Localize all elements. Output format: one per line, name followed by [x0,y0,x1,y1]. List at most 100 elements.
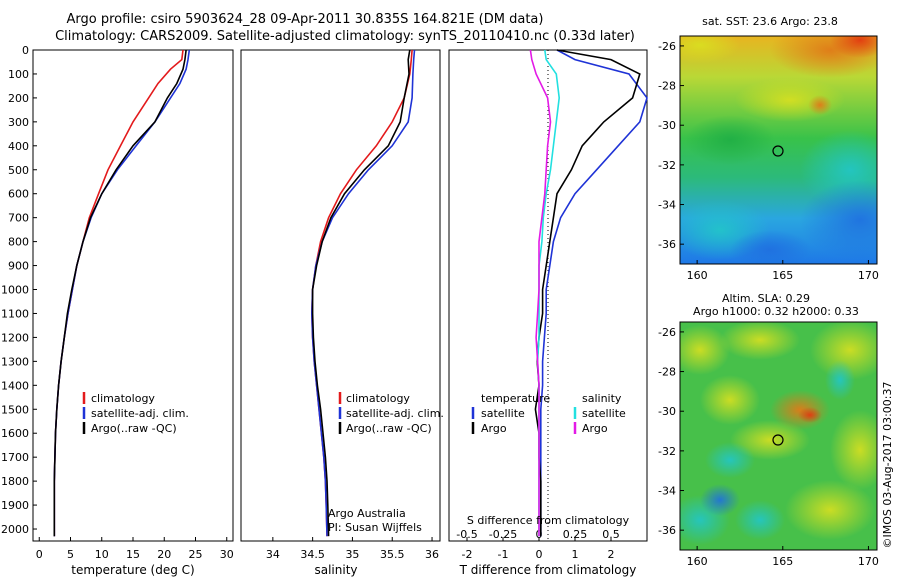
legend-label-climatology: climatology [91,392,155,405]
lat-tick-label: -28 [658,80,676,93]
salinity-axes-frame [240,49,441,542]
depth-tick-label: 1100 [1,307,29,320]
series-line-temperature-satellite [539,49,648,537]
depth-tick-label: 1300 [1,355,29,368]
legend-label-argo: Argo(..raw -QC) [346,422,432,435]
legend-label-satellite: satellite-adj. clim. [346,407,444,420]
lat-tick-label: -36 [658,524,676,537]
sla-map-subtitle: Argo h1000: 0.32 h2000: 0.33 [693,305,859,318]
series-line-salinity-argo [529,49,552,537]
difference-axes-frame [448,49,648,542]
depth-tick-label: 1200 [1,331,29,344]
lat-tick-label: -30 [658,119,676,132]
depth-tick-label: 1000 [1,284,29,297]
lon-tick-label: 160 [687,555,708,568]
sla-map-axes: 160 165 170 -26 -28 -30 -32 -34 -36 [658,326,879,568]
lat-tick-label: -34 [658,485,676,498]
temperature-panel: 0100200300400500600700800900100011001200… [1,44,234,577]
lat-tick-label: -36 [658,238,676,251]
depth-tick-label: 300 [8,116,29,129]
salinity-axis: 34 34.5 35 35.5 36 [266,537,439,561]
depth-tick-label: 1400 [1,379,29,392]
x-tick-label: -1 [498,548,509,561]
depth-tick-label: 100 [8,68,29,81]
depth-tick-label: 1900 [1,499,29,512]
annotation-pi: PI: Susan Wijffels [328,521,422,534]
x-tick-label: 15 [126,548,140,561]
depth-tick-label: 800 [8,236,29,249]
lon-tick-label: 160 [687,269,708,282]
t-difference-xlabel: T difference from climatology [459,563,637,577]
x-tick-label: 5 [67,548,74,561]
difference-series [529,49,648,537]
lat-tick-label: -26 [658,40,676,53]
lat-tick-label: -28 [658,366,676,379]
salinity-xlabel: salinity [314,563,357,577]
depth-tick-label: 1800 [1,475,29,488]
lon-tick-label: 170 [858,555,879,568]
legend-header-salinity: salinity [582,392,622,405]
difference-panel: -2 -1 0 1 2 -0.5 -0.25 0 0.25 0.5 T difference f… [448,49,648,577]
lon-tick-label: 170 [858,269,879,282]
depth-axis: 0 100 200 300 400 500 600 700 800 900 1000 1100 1200… [1,44,37,536]
lat-tick-label: -32 [658,445,676,458]
series-line-temperature-argo [534,49,641,537]
x-tick-label: 0 [36,548,43,561]
s-diff-tick-label: -0.25 [489,528,517,541]
annotation-argo-australia: Argo Australia [328,507,406,520]
x-tick-label: 1 [572,548,579,561]
sla-map-frame [679,321,878,551]
x-tick-label: 34 [266,548,280,561]
temperature-xlabel: temperature (deg C) [71,563,194,577]
depth-tick-label: 1600 [1,427,29,440]
depth-tick-label: 700 [8,212,29,225]
legend-label-t-satellite: satellite [481,407,525,420]
depth-tick-label: 1700 [1,451,29,464]
x-tick-label: 35.5 [380,548,405,561]
sst-heatmap [680,36,877,264]
x-tick-label: 0 [536,548,543,561]
sst-map-title: sat. SST: 23.6 Argo: 23.8 [702,15,838,28]
imos-credit: ©IMOS 03-Aug-2017 03:00:37 [881,382,894,549]
x-tick-label: 20 [157,548,171,561]
sst-map-frame [679,35,878,265]
salinity-legend: climatology satellite-adj. clim. Argo(..… [338,392,444,435]
difference-legend: temperature salinity satellite Argo sate… [471,392,626,435]
depth-tick-label: 1500 [1,403,29,416]
salinity-series [310,49,416,537]
lon-tick-label: 165 [772,555,793,568]
sla-heatmap [680,322,877,550]
x-tick-label: 10 [95,548,109,561]
sst-map-panel: sat. SST: 23.6 Argo: 23.8 160 165 170 -26 -2… [658,15,879,282]
lon-tick-label: 165 [772,269,793,282]
lat-tick-label: -26 [658,326,676,339]
lat-tick-label: -32 [658,159,676,172]
legend-label-satellite: satellite-adj. clim. [91,407,189,420]
argo-float-location-marker [772,145,784,157]
x-tick-label: 25 [189,548,203,561]
depth-tick-label: 0 [22,44,29,57]
depth-tick-label: 600 [8,188,29,201]
s-diff-tick-label: 0.5 [602,528,620,541]
x-tick-label: 30 [220,548,234,561]
figure-title-line1: Argo profile: csiro 5903624_28 09-Apr-20… [67,12,544,27]
legend-label-argo: Argo(..raw -QC) [91,422,177,435]
lat-tick-label: -30 [658,405,676,418]
depth-tick-label: 200 [8,92,29,105]
sla-map-title: Altim. SLA: 0.29 [722,292,810,305]
sst-map-axes: 160 165 170 -26 -28 -30 -32 -34 -36 [658,40,879,282]
figure-title-line2: Climatology: CARS2009. Satellite-adjuste… [55,29,635,44]
series-line-argo-raw-qc- [311,49,411,537]
x-tick-label: 34.5 [300,548,325,561]
legend-label-t-argo: Argo [481,422,507,435]
x-tick-label: 2 [608,548,615,561]
t-difference-axis: -2 -1 0 1 2 [462,537,615,561]
lat-tick-label: -34 [658,199,676,212]
temperature-axes-frame [32,49,234,542]
temperature-axis: 0 5 10 15 20 25 30 [36,537,234,561]
s-difference-xlabel: S difference from climatology [467,514,630,527]
x-tick-label: -2 [462,548,473,561]
s-diff-tick-label: 0.25 [563,528,588,541]
argo-float-location-marker [772,434,784,446]
